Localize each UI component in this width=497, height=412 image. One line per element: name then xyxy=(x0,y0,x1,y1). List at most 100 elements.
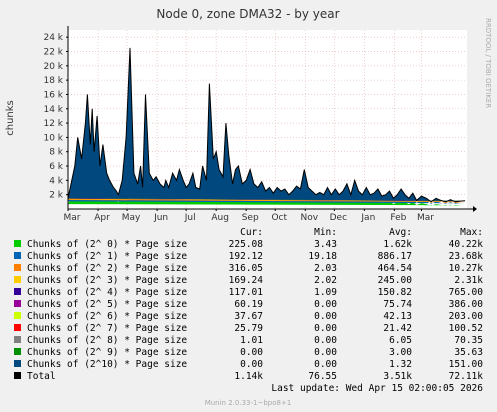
legend-header-cur: Cur: xyxy=(240,227,263,238)
legend-value-min: 3.43 xyxy=(314,239,337,250)
x-tick-label: Oct xyxy=(271,213,287,223)
legend-label: Chunks of (2^ 3) * Page size xyxy=(27,275,187,286)
legend-value-avg: 1.62k xyxy=(383,239,412,250)
legend-value-cur: 60.19 xyxy=(234,299,263,310)
legend-value-max: 2.31k xyxy=(454,275,483,286)
stacked-areas xyxy=(68,48,466,206)
area-series-10 xyxy=(68,48,466,202)
legend-value-min: 0.00 xyxy=(314,311,337,322)
legend-swatch xyxy=(14,288,21,295)
y-tick-label: 6 k xyxy=(49,162,64,172)
legend-value-max: 23.68k xyxy=(449,251,484,262)
x-tick-label: May xyxy=(122,213,141,223)
x-tick-label: Jan xyxy=(360,213,375,223)
legend: Cur: Min: Avg: Max: Chunks of (2^ 0) * P… xyxy=(14,227,483,382)
legend-value-avg: 245.00 xyxy=(378,275,413,286)
legend-value-min: 0.00 xyxy=(314,299,337,310)
legend-swatch xyxy=(14,360,21,367)
legend-value-avg: 75.74 xyxy=(383,299,412,310)
legend-label: Chunks of (2^10) * Page size xyxy=(27,359,187,370)
legend-value-cur: 1.14k xyxy=(234,371,263,382)
legend-swatch xyxy=(14,264,21,271)
x-axis-arrow xyxy=(473,206,477,212)
legend-label: Chunks of (2^ 2) * Page size xyxy=(27,263,187,274)
legend-label: Chunks of (2^ 1) * Page size xyxy=(27,251,187,262)
y-tick-label: 10 k xyxy=(43,133,63,143)
y-tick-label: 22 k xyxy=(43,47,63,57)
legend-value-cur: 1.01 xyxy=(240,335,263,346)
legend-value-min: 0.00 xyxy=(314,323,337,334)
last-update: Last update: Wed Apr 15 02:00:05 2026 xyxy=(271,383,483,394)
legend-label: Chunks of (2^ 9) * Page size xyxy=(27,347,187,358)
legend-value-min: 0.00 xyxy=(314,335,337,346)
rrdtool-credit: RRDTOOL / TOBI OETIKER xyxy=(484,18,492,108)
legend-value-avg: 42.13 xyxy=(383,311,412,322)
x-tick-label: Apr xyxy=(94,213,110,223)
legend-value-min: 76.55 xyxy=(308,371,337,382)
legend-value-cur: 0.00 xyxy=(240,347,263,358)
y-tick-label: 2 k xyxy=(49,191,64,201)
y-tick-label: 16 k xyxy=(43,90,63,100)
y-tick-label: 4 k xyxy=(49,176,64,186)
legend-value-min: 2.02 xyxy=(314,275,337,286)
legend-swatch xyxy=(14,312,21,319)
legend-value-cur: 117.01 xyxy=(229,287,264,298)
legend-swatch xyxy=(14,324,21,331)
legend-swatch xyxy=(14,276,21,283)
legend-value-min: 0.00 xyxy=(314,347,337,358)
legend-value-cur: 37.67 xyxy=(234,311,263,322)
axes xyxy=(67,26,477,212)
total-line xyxy=(67,47,466,203)
legend-value-min: 1.09 xyxy=(314,287,337,298)
legend-value-max: 203.00 xyxy=(449,311,484,322)
legend-swatch xyxy=(14,348,21,355)
x-tick-label: Jun xyxy=(153,213,168,223)
legend-header-avg: Avg: xyxy=(389,227,412,238)
legend-value-max: 35.63 xyxy=(454,347,483,358)
legend-value-max: 40.22k xyxy=(449,239,484,250)
legend-value-cur: 25.79 xyxy=(234,323,263,334)
y-tick-label: 24 k xyxy=(43,33,63,43)
legend-swatch xyxy=(14,372,21,379)
legend-swatch xyxy=(14,336,21,343)
legend-header-min: Min: xyxy=(314,227,337,238)
legend-value-avg: 3.00 xyxy=(389,347,412,358)
y-tick-label: 14 k xyxy=(43,105,63,115)
legend-value-cur: 192.12 xyxy=(229,251,263,262)
legend-value-max: 151.00 xyxy=(449,359,484,370)
legend-value-min: 0.00 xyxy=(314,359,337,370)
legend-label: Chunks of (2^ 5) * Page size xyxy=(27,299,187,310)
legend-value-max: 100.52 xyxy=(449,323,483,334)
legend-value-avg: 150.82 xyxy=(378,287,412,298)
legend-label: Chunks of (2^ 4) * Page size xyxy=(27,287,187,298)
x-tick-labels: Mar Apr May Jun Jul Aug Sep Oct Nov Dec Jan Feb Mar xyxy=(64,209,434,223)
x-tick-label: Nov xyxy=(300,213,318,223)
y-tick-label: 12 k xyxy=(43,119,63,129)
legend-value-max: 765.00 xyxy=(449,287,484,298)
legend-label: Chunks of (2^ 8) * Page size xyxy=(27,335,187,346)
y-tick-label: 20 k xyxy=(43,62,63,72)
y-tick-labels: 2 k 4 k 6 k 8 k 10 k 12 k 14 k 16 k 18 k 20 k 22 k… xyxy=(43,33,68,201)
legend-value-avg: 3.51k xyxy=(383,371,412,382)
legend-value-max: 72.11k xyxy=(449,371,484,382)
y-tick-label: 8 k xyxy=(49,148,64,158)
x-tick-label: Sep xyxy=(242,213,259,223)
legend-value-avg: 6.05 xyxy=(389,335,412,346)
legend-header-max: Max: xyxy=(460,227,483,238)
legend-swatch xyxy=(14,300,21,307)
x-tick-label: Mar xyxy=(64,213,81,223)
x-tick-label: Feb xyxy=(390,213,406,223)
legend-swatch xyxy=(14,240,21,247)
legend-value-min: 19.18 xyxy=(308,251,337,262)
munin-version: Munin 2.0.33-1~bpo8+1 xyxy=(205,399,292,407)
x-tick-label: Jul xyxy=(184,213,196,223)
legend-value-min: 2.03 xyxy=(314,263,337,274)
legend-value-avg: 886.17 xyxy=(378,251,412,262)
legend-value-max: 386.00 xyxy=(449,299,484,310)
legend-value-cur: 316.05 xyxy=(229,263,263,274)
legend-label: Chunks of (2^ 7) * Page size xyxy=(27,323,187,334)
legend-swatch xyxy=(14,252,21,259)
graph-title: Node 0, zone DMA32 - by year xyxy=(156,7,339,21)
x-tick-label: Dec xyxy=(330,213,347,223)
